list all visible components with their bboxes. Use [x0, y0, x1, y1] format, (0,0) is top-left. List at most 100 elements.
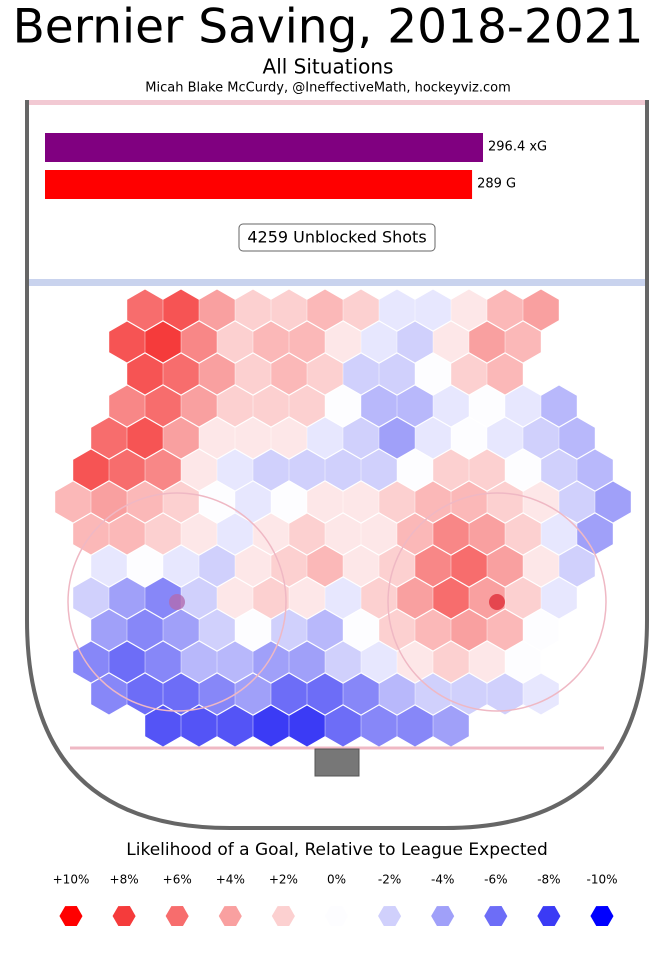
hex-cell — [271, 609, 307, 651]
hex-cell — [289, 385, 325, 427]
hex-cell — [397, 577, 433, 619]
hex-cell — [325, 321, 361, 363]
hex-cell — [505, 449, 541, 491]
hex-cell — [307, 481, 343, 523]
hex-cell — [397, 705, 433, 747]
hex-cell — [325, 385, 361, 427]
hex-cell — [577, 513, 613, 555]
hex-cell — [523, 289, 559, 331]
hex-cell — [253, 577, 289, 619]
legend-swatch — [165, 906, 189, 927]
hex-cell — [415, 481, 451, 523]
hex-cell — [523, 673, 559, 715]
hex-cell — [235, 545, 271, 587]
hex-cell — [73, 449, 109, 491]
legend-label: +10% — [53, 873, 90, 887]
hex-cell — [217, 705, 253, 747]
hex-cell — [379, 481, 415, 523]
hex-cell — [181, 449, 217, 491]
hex-cell — [307, 353, 343, 395]
hex-cell — [163, 609, 199, 651]
hex-cell — [163, 417, 199, 459]
chart-title: Bernier Saving, 2018-2021 — [13, 0, 644, 55]
hex-cell — [487, 417, 523, 459]
hex-cell — [163, 353, 199, 395]
hex-cell — [181, 577, 217, 619]
hex-cell — [91, 417, 127, 459]
hex-cell — [109, 577, 145, 619]
hex-cell — [559, 481, 595, 523]
hex-cell — [469, 513, 505, 555]
hex-cell — [163, 289, 199, 331]
hex-cell — [253, 321, 289, 363]
shots-label: 4259 Unblocked Shots — [247, 228, 426, 247]
hex-cell — [433, 577, 469, 619]
hex-cell — [235, 481, 271, 523]
hex-cell — [145, 705, 181, 747]
hex-cell — [199, 609, 235, 651]
bar-label: 296.4 xG — [488, 140, 547, 155]
hex-cell — [253, 641, 289, 683]
hex-cell — [253, 513, 289, 555]
hex-cell — [379, 673, 415, 715]
legend-swatch — [537, 906, 561, 927]
hex-cell — [415, 609, 451, 651]
hex-cell — [127, 417, 163, 459]
hex-cell — [145, 321, 181, 363]
hex-cell — [181, 385, 217, 427]
hex-cell — [577, 449, 613, 491]
hex-cell — [361, 321, 397, 363]
hex-cell — [451, 289, 487, 331]
hex-cell — [361, 577, 397, 619]
hex-cell — [199, 289, 235, 331]
red-line — [27, 100, 647, 105]
hex-cell — [451, 481, 487, 523]
legend-label: -6% — [484, 873, 507, 887]
hex-cell — [235, 673, 271, 715]
hex-cell — [109, 641, 145, 683]
hex-layer — [55, 289, 631, 747]
hex-cell — [127, 481, 163, 523]
hex-cell — [415, 417, 451, 459]
hex-cell — [289, 513, 325, 555]
hex-cell — [181, 513, 217, 555]
hex-cell — [487, 481, 523, 523]
hex-cell — [433, 449, 469, 491]
hex-cell — [181, 321, 217, 363]
hex-cell — [325, 641, 361, 683]
hex-cell — [289, 705, 325, 747]
hex-cell — [397, 449, 433, 491]
hex-cell — [379, 545, 415, 587]
hex-cell — [559, 417, 595, 459]
hex-cell — [343, 417, 379, 459]
hex-cell — [109, 449, 145, 491]
hex-cell — [127, 673, 163, 715]
hex-cell — [181, 705, 217, 747]
legend-swatch — [431, 906, 455, 927]
hex-cell — [271, 673, 307, 715]
legend-swatch — [324, 906, 349, 927]
hex-cell — [73, 577, 109, 619]
hex-cell — [343, 481, 379, 523]
hex-cell — [163, 545, 199, 587]
hex-cell — [397, 641, 433, 683]
hex-cell — [325, 577, 361, 619]
hex-cell — [343, 353, 379, 395]
faceoff-circle — [387, 492, 607, 712]
hex-cell — [469, 385, 505, 427]
hex-cell — [145, 577, 181, 619]
legend-label: -10% — [586, 873, 617, 887]
hex-cell — [127, 545, 163, 587]
hex-cell — [217, 513, 253, 555]
hex-cell — [235, 609, 271, 651]
hex-cell — [415, 289, 451, 331]
hex-cell — [451, 417, 487, 459]
hex-cell — [505, 385, 541, 427]
legend-label: +6% — [163, 873, 192, 887]
hex-cell — [541, 577, 577, 619]
hex-cell — [325, 705, 361, 747]
hex-cell — [523, 417, 559, 459]
hex-cell — [109, 385, 145, 427]
hex-cell — [361, 705, 397, 747]
